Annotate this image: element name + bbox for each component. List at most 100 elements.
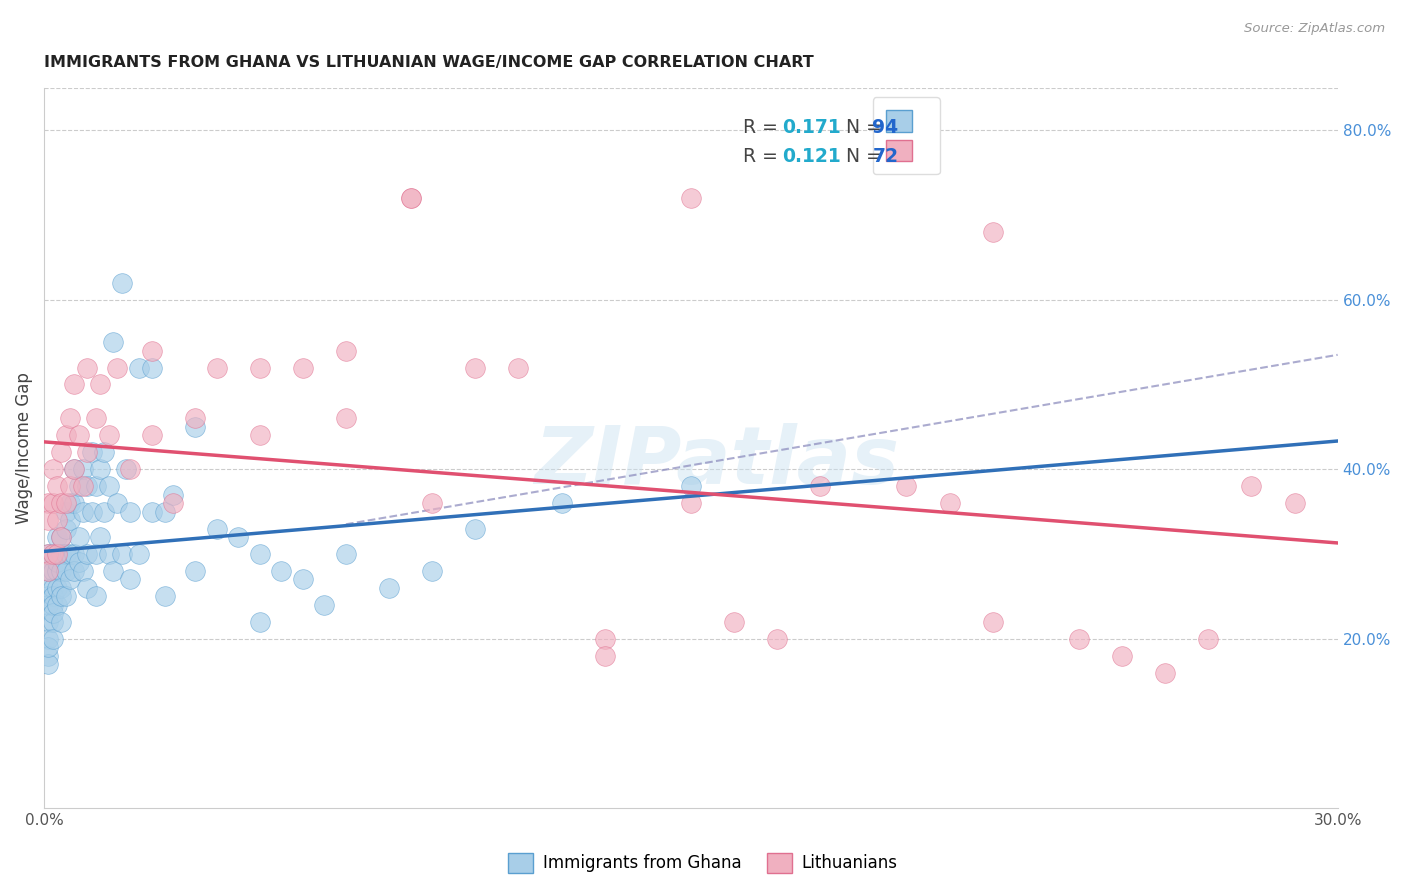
Point	[111, 276, 134, 290]
Point	[59, 547, 82, 561]
Point	[249, 428, 271, 442]
Point	[42, 547, 65, 561]
Point	[128, 547, 150, 561]
Point	[1067, 632, 1090, 646]
Text: 94: 94	[873, 118, 898, 137]
Point	[42, 496, 65, 510]
Text: N =: N =	[835, 118, 889, 137]
Point	[72, 505, 94, 519]
Point	[97, 547, 120, 561]
Point	[55, 496, 77, 510]
Y-axis label: Wage/Income Gap: Wage/Income Gap	[15, 372, 32, 524]
Point	[938, 496, 960, 510]
Point	[46, 555, 69, 569]
Point	[55, 589, 77, 603]
Point	[335, 343, 357, 358]
Point	[42, 581, 65, 595]
Point	[249, 615, 271, 629]
Point	[101, 564, 124, 578]
Point	[37, 513, 59, 527]
Point	[335, 411, 357, 425]
Point	[97, 428, 120, 442]
Point	[51, 496, 73, 510]
Text: N =: N =	[835, 147, 889, 166]
Point	[723, 615, 745, 629]
Point	[63, 462, 86, 476]
Point	[141, 428, 163, 442]
Point	[67, 555, 90, 569]
Point	[508, 360, 530, 375]
Point	[80, 505, 103, 519]
Legend: Immigrants from Ghana, Lithuanians: Immigrants from Ghana, Lithuanians	[502, 847, 904, 880]
Point	[141, 360, 163, 375]
Text: 72: 72	[873, 147, 898, 166]
Point	[42, 598, 65, 612]
Point	[593, 632, 616, 646]
Point	[37, 657, 59, 671]
Point	[84, 411, 107, 425]
Point	[59, 479, 82, 493]
Point	[399, 191, 422, 205]
Point	[249, 360, 271, 375]
Point	[93, 505, 115, 519]
Point	[67, 530, 90, 544]
Point	[378, 581, 401, 595]
Point	[184, 420, 207, 434]
Point	[42, 589, 65, 603]
Point	[37, 648, 59, 663]
Point	[46, 564, 69, 578]
Point	[42, 615, 65, 629]
Point	[291, 360, 314, 375]
Point	[120, 505, 142, 519]
Point	[37, 547, 59, 561]
Point	[46, 530, 69, 544]
Point	[162, 496, 184, 510]
Point	[107, 496, 129, 510]
Point	[89, 462, 111, 476]
Point	[59, 513, 82, 527]
Point	[59, 496, 82, 510]
Point	[42, 547, 65, 561]
Point	[226, 530, 249, 544]
Point	[63, 377, 86, 392]
Point	[1154, 665, 1177, 680]
Point	[37, 547, 59, 561]
Point	[46, 581, 69, 595]
Point	[46, 479, 69, 493]
Point	[76, 547, 98, 561]
Point	[51, 530, 73, 544]
Point	[37, 615, 59, 629]
Point	[46, 513, 69, 527]
Point	[184, 411, 207, 425]
Point	[766, 632, 789, 646]
Point	[76, 581, 98, 595]
Text: IMMIGRANTS FROM GHANA VS LITHUANIAN WAGE/INCOME GAP CORRELATION CHART: IMMIGRANTS FROM GHANA VS LITHUANIAN WAGE…	[44, 55, 814, 70]
Point	[808, 479, 831, 493]
Legend: , : ,	[873, 97, 941, 175]
Point	[37, 640, 59, 654]
Point	[46, 598, 69, 612]
Point	[270, 564, 292, 578]
Text: Source: ZipAtlas.com: Source: ZipAtlas.com	[1244, 22, 1385, 36]
Point	[593, 648, 616, 663]
Point	[107, 360, 129, 375]
Point	[51, 589, 73, 603]
Point	[1240, 479, 1263, 493]
Point	[981, 225, 1004, 239]
Point	[420, 564, 443, 578]
Text: R =: R =	[744, 147, 785, 166]
Point	[101, 335, 124, 350]
Point	[51, 564, 73, 578]
Point	[1111, 648, 1133, 663]
Text: R =: R =	[744, 118, 785, 137]
Point	[335, 547, 357, 561]
Point	[37, 564, 59, 578]
Text: ZIPatlas: ZIPatlas	[534, 424, 900, 501]
Point	[46, 547, 69, 561]
Point	[464, 360, 486, 375]
Point	[51, 547, 73, 561]
Point	[153, 589, 176, 603]
Point	[1284, 496, 1306, 510]
Point	[55, 505, 77, 519]
Point	[42, 632, 65, 646]
